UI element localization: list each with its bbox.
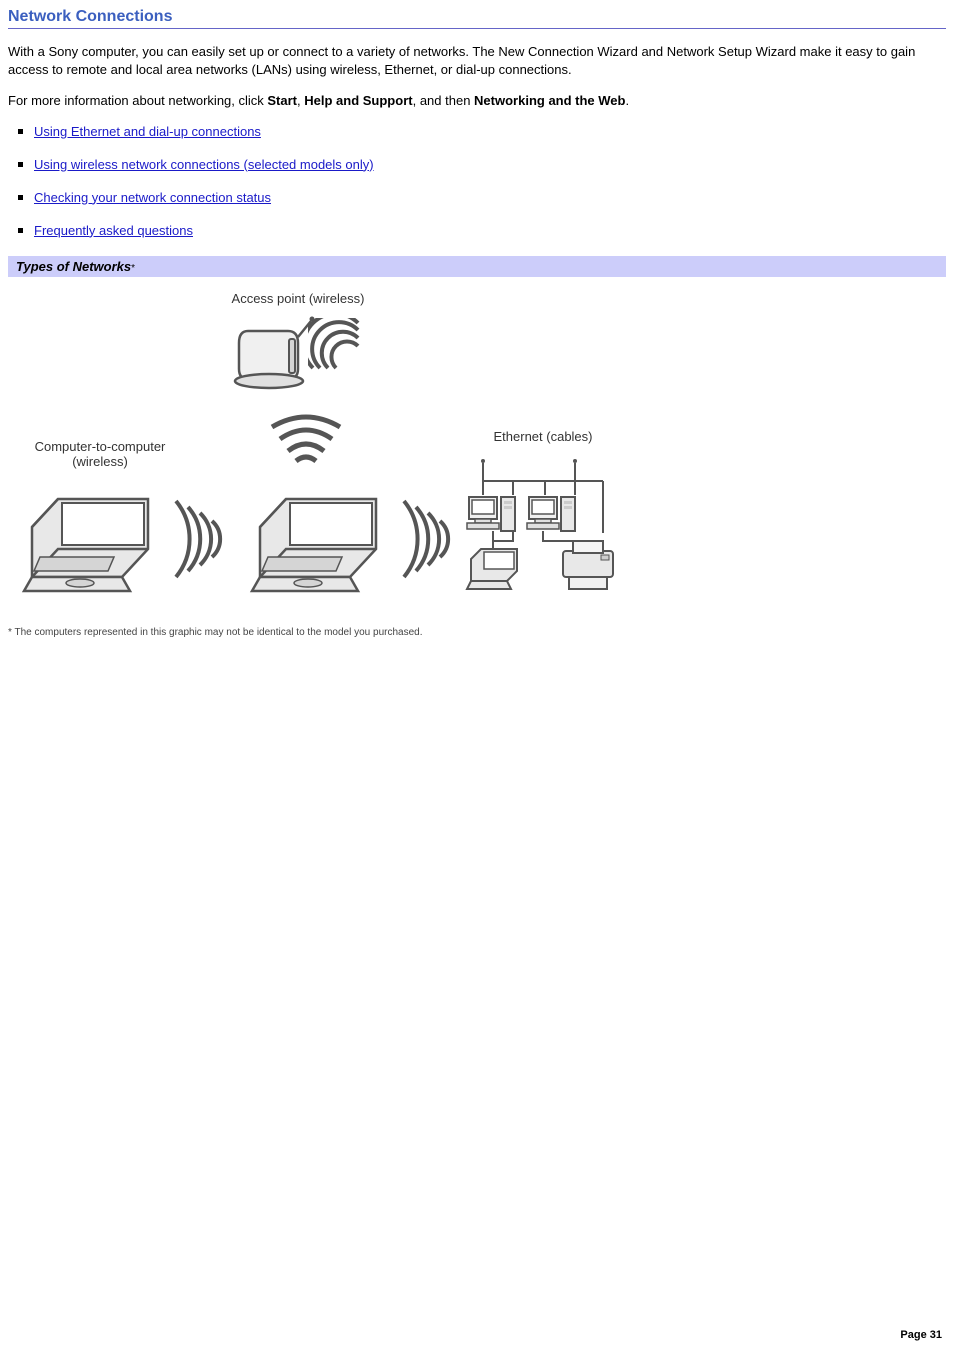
wireless-arcs-center-icon: [394, 489, 474, 592]
section-header-asterisk: *: [131, 263, 135, 274]
laptop-left-icon: [20, 491, 170, 601]
list-item: Checking your network connection status: [8, 190, 946, 205]
ethernet-cluster-icon: [463, 453, 633, 606]
types-of-networks-diagram: Access point (wireless) Computer-to-comp…: [8, 283, 628, 613]
more-info-paragraph: For more information about networking, c…: [8, 92, 946, 110]
section-header-text: Types of Networks: [16, 259, 131, 274]
section-header-bar: Types of Networks*: [8, 256, 946, 277]
more-info-sep2: , and then: [413, 93, 474, 108]
link-list: Using Ethernet and dial-up connections U…: [8, 124, 946, 238]
diagram-label-c2c-line2: (wireless): [72, 454, 128, 469]
more-info-help: Help and Support: [304, 93, 412, 108]
wireless-arcs-left-icon: [166, 489, 246, 592]
list-item: Using Ethernet and dial-up connections: [8, 124, 946, 139]
diagram-label-c2c-line1: Computer-to-computer: [35, 439, 166, 454]
more-info-suffix: .: [625, 93, 629, 108]
more-info-prefix: For more information about networking, c…: [8, 93, 267, 108]
page-title: Network Connections: [8, 8, 946, 29]
wifi-signal-icon: [266, 411, 346, 470]
wireless-arcs-ap-icon: [308, 318, 378, 391]
more-info-networking: Networking and the Web: [474, 93, 625, 108]
link-faq[interactable]: Frequently asked questions: [34, 223, 193, 238]
page-number: Page 31: [900, 1329, 942, 1341]
intro-paragraph: With a Sony computer, you can easily set…: [8, 43, 946, 78]
list-item: Frequently asked questions: [8, 223, 946, 238]
laptop-center-icon: [248, 491, 398, 601]
list-item: Using wireless network connections (sele…: [8, 157, 946, 172]
link-ethernet-dialup[interactable]: Using Ethernet and dial-up connections: [34, 124, 261, 139]
diagram-label-access-point: Access point (wireless): [208, 291, 388, 306]
diagram-label-c2c: Computer-to-computer (wireless): [10, 439, 190, 469]
more-info-start: Start: [267, 93, 297, 108]
footnote: * The computers represented in this grap…: [8, 627, 946, 638]
link-status[interactable]: Checking your network connection status: [34, 190, 271, 205]
link-wireless[interactable]: Using wireless network connections (sele…: [34, 157, 374, 172]
diagram-label-ethernet: Ethernet (cables): [473, 429, 613, 444]
